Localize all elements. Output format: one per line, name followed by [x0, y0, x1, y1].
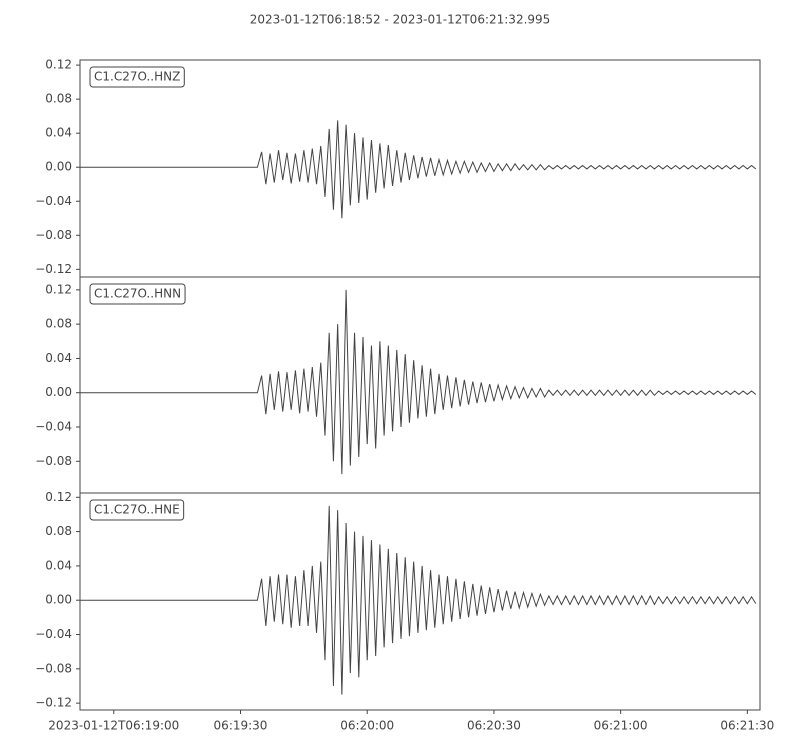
trace — [80, 505, 757, 695]
y-tick-label: 0.08 — [45, 92, 72, 106]
y-tick-label: 0.00 — [45, 593, 72, 607]
y-tick-label: 0.04 — [45, 351, 72, 365]
y-tick-label: −0.08 — [35, 454, 72, 468]
y-tick-label: 0.12 — [45, 58, 72, 72]
panel-frame — [79, 492, 761, 711]
trace-label-box — [89, 66, 185, 88]
x-tick-label: 06:20:00 — [340, 719, 394, 733]
y-tick-label: 0.08 — [45, 317, 72, 331]
y-tick-label: 0.00 — [45, 385, 72, 399]
x-tick-label: 06:19:30 — [214, 719, 268, 733]
trace-label: C1.C27O..HNZ — [94, 70, 180, 84]
y-tick-label: 0.00 — [45, 160, 72, 174]
y-tick-label: −0.12 — [35, 262, 72, 276]
trace — [80, 120, 757, 219]
y-tick-label: −0.04 — [35, 420, 72, 434]
x-tick-label: 2023-01-12T06:19:00 — [48, 719, 179, 733]
chart-title: 2023-01-12T06:18:52 - 2023-01-12T06:21:3… — [250, 13, 551, 27]
x-tick-label: 06:20:30 — [467, 719, 521, 733]
y-tick-label: 0.12 — [45, 282, 72, 296]
y-tick-label: 0.04 — [45, 126, 72, 140]
y-tick-label: 0.08 — [45, 524, 72, 538]
y-tick-label: −0.08 — [35, 661, 72, 675]
trace-label: C1.C27O..HNE — [94, 503, 180, 517]
x-tick-label: 06:21:30 — [720, 719, 774, 733]
y-tick-label: 0.12 — [45, 490, 72, 504]
trace-label-box — [89, 283, 186, 305]
y-tick-label: −0.12 — [35, 696, 72, 710]
y-tick-label: −0.04 — [35, 194, 72, 208]
trace-label-box — [89, 499, 185, 521]
trace — [80, 289, 757, 475]
y-tick-label: −0.04 — [35, 627, 72, 641]
x-tick-label: 06:21:00 — [594, 719, 648, 733]
y-tick-label: 0.04 — [45, 558, 72, 572]
trace-label: C1.C27O..HNN — [94, 287, 181, 301]
y-tick-label: −0.08 — [35, 228, 72, 242]
